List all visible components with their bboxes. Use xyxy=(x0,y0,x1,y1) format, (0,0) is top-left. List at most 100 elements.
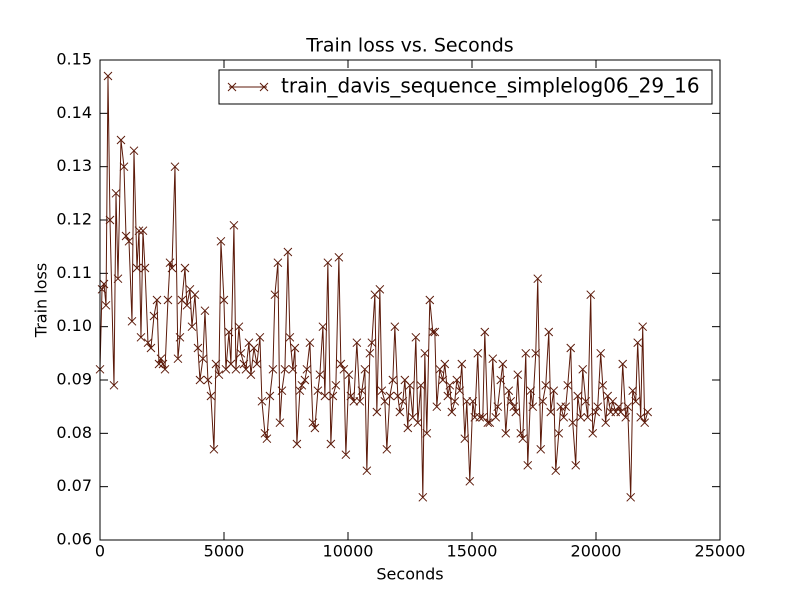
y-tick-label: 0.14 xyxy=(56,103,92,122)
point xyxy=(146,343,156,353)
point xyxy=(538,396,548,406)
point xyxy=(268,364,278,374)
point xyxy=(528,402,538,412)
point xyxy=(438,375,448,385)
point xyxy=(491,412,501,422)
point xyxy=(187,322,197,332)
point xyxy=(455,386,465,396)
point xyxy=(149,311,159,321)
point xyxy=(341,450,351,460)
point xyxy=(357,386,367,396)
point xyxy=(285,332,295,342)
point xyxy=(121,231,131,241)
point xyxy=(326,439,336,449)
point xyxy=(640,418,650,428)
point xyxy=(440,359,450,369)
chart-title: Train loss vs. Seconds xyxy=(305,35,513,57)
y-tick-label: 0.11 xyxy=(56,263,92,282)
point xyxy=(523,460,533,470)
point xyxy=(260,428,270,438)
point xyxy=(638,322,648,332)
point xyxy=(190,290,200,300)
point xyxy=(591,407,601,417)
point xyxy=(544,327,554,337)
point xyxy=(390,322,400,332)
point xyxy=(576,412,586,422)
point xyxy=(231,364,241,374)
point xyxy=(203,375,213,385)
point xyxy=(163,295,173,305)
point xyxy=(346,391,356,401)
point xyxy=(277,386,287,396)
point xyxy=(571,460,581,470)
point xyxy=(473,348,483,358)
point xyxy=(480,327,490,337)
point xyxy=(313,386,323,396)
point xyxy=(211,359,221,369)
point xyxy=(310,423,320,433)
point xyxy=(521,348,531,358)
point xyxy=(416,380,426,390)
x-tick-label: 15000 xyxy=(447,542,498,561)
point xyxy=(573,391,583,401)
point xyxy=(209,444,219,454)
point xyxy=(511,407,521,417)
point xyxy=(621,412,631,422)
legend-marker xyxy=(259,82,269,92)
point xyxy=(295,386,305,396)
point xyxy=(425,295,435,305)
point xyxy=(428,327,438,337)
point xyxy=(315,370,325,380)
point xyxy=(618,359,628,369)
point xyxy=(105,215,115,225)
point xyxy=(559,412,569,422)
point xyxy=(568,418,578,428)
point xyxy=(134,226,144,236)
y-tick-label: 0.12 xyxy=(56,210,92,229)
legend-box xyxy=(218,69,713,105)
point xyxy=(206,391,216,401)
point xyxy=(331,380,341,390)
point xyxy=(586,290,596,300)
point xyxy=(224,327,234,337)
point xyxy=(509,402,519,412)
point xyxy=(541,380,551,390)
point xyxy=(158,359,168,369)
point xyxy=(531,348,541,358)
point xyxy=(182,300,192,310)
point xyxy=(236,348,246,358)
point xyxy=(300,375,310,385)
point xyxy=(593,402,603,412)
point xyxy=(273,258,283,268)
point xyxy=(305,338,315,348)
point xyxy=(413,418,423,428)
point xyxy=(518,434,528,444)
point xyxy=(280,364,290,374)
point xyxy=(195,375,205,385)
point xyxy=(598,380,608,390)
y-tick-label: 0.09 xyxy=(56,370,92,389)
point xyxy=(596,348,606,358)
point xyxy=(270,290,280,300)
x-tick-label: 25000 xyxy=(695,542,746,561)
point xyxy=(583,412,593,422)
y-tick-label: 0.07 xyxy=(56,476,92,495)
point xyxy=(124,236,134,246)
point xyxy=(262,434,272,444)
point xyxy=(375,284,385,294)
point xyxy=(551,466,561,476)
point xyxy=(385,391,395,401)
point xyxy=(116,135,126,145)
legend-marker xyxy=(227,82,237,92)
point xyxy=(132,263,142,273)
point xyxy=(255,332,265,342)
point xyxy=(334,252,344,262)
point xyxy=(320,391,330,401)
point xyxy=(388,375,398,385)
point xyxy=(355,396,365,406)
point xyxy=(249,343,259,353)
point xyxy=(165,258,175,268)
point xyxy=(643,407,653,417)
point xyxy=(411,332,421,342)
